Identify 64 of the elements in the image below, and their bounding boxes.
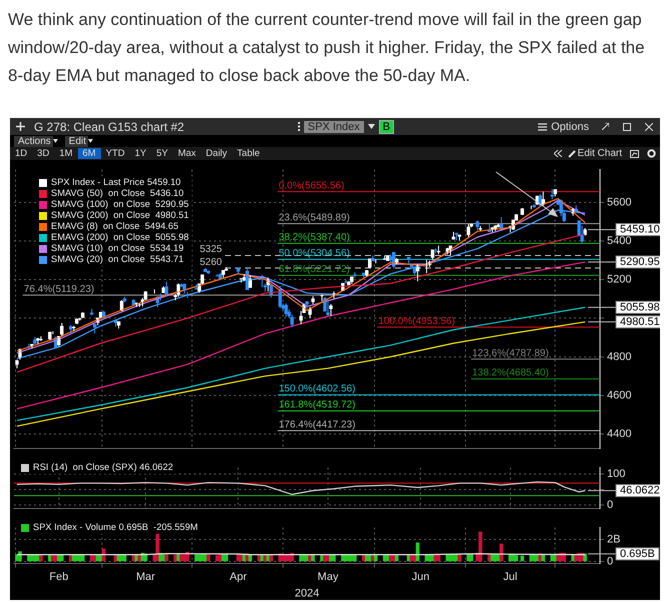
data-label: 5290.95 — [620, 256, 660, 268]
y-tick-label: 2B — [607, 534, 620, 546]
y-tick-label: 0 — [607, 499, 614, 512]
legend-label: SPX Index - Last Price 5459.10 — [50, 177, 182, 188]
ref-line-label: 76.4%(5119.23) — [24, 284, 94, 295]
y-tick-label: 5600 — [607, 196, 632, 208]
data-label: 46.0622 — [620, 484, 660, 497]
text: Edit — [64, 136, 88, 146]
text: G 278: Clean G153 chart #2 — [33, 120, 186, 134]
ref-line-label: 123.6%(4787.89) — [472, 348, 549, 359]
text: YTD — [104, 148, 126, 159]
ref-line-label: 100.0%(4953.56) — [378, 316, 456, 327]
data-label: 4980.51 — [620, 316, 660, 328]
legend-label: SMAVG (10) on Close 5534.19 — [50, 243, 185, 254]
annotation: -205.559M — [152, 522, 198, 533]
data-label: 0.695B — [620, 548, 655, 560]
text: SPX Index — [304, 120, 364, 132]
x-tick-label: Mar — [136, 571, 156, 584]
legend-label: EMAVG (8) on Close 5494.65 — [50, 221, 180, 232]
text: Table — [236, 148, 261, 159]
legend-label: SMAVG (20) on Close 5543.71 — [50, 254, 185, 265]
y-tick-label: 4800 — [607, 350, 632, 363]
legend-label: EMAVG (200) on Close 5055.98 — [50, 232, 189, 243]
ref-line-label: 23.6%(5489.89) — [278, 212, 350, 224]
ref-line-label: 5325 — [200, 244, 222, 256]
x-tick-label: Jul — [503, 571, 518, 584]
ref-line-label: 5260 — [200, 256, 222, 268]
x-tick-label: May — [318, 571, 339, 584]
y-tick-label: 0 — [607, 555, 614, 568]
text: Edit Chart — [578, 148, 623, 159]
legend-label: SMAVG (200) on Close 4980.51 — [50, 210, 189, 221]
text: 1M — [58, 148, 74, 159]
text: Actions — [14, 136, 53, 146]
x-tick-label: Apr — [230, 571, 248, 584]
text: 5Y — [155, 148, 169, 159]
text: 1D — [14, 148, 28, 159]
text: Max — [176, 148, 197, 159]
ref-line-label: 0.0%(5655.56) — [278, 180, 344, 192]
text: Daily — [204, 148, 228, 159]
ref-line-label: 38.2%(5387.40) — [278, 232, 350, 244]
y-tick-label: 100 — [607, 468, 626, 480]
ref-line-label: 176.4%(4417.23) — [278, 419, 356, 430]
text: 1Y — [134, 148, 148, 159]
text: We think any continuation of the current counter-trend move will fail in the green gap window/20-day area, without a catalyst to push it higher. Friday, the SPX failed at the 8-day EMA but managed to close back above the 50-day MA. — [8, 9, 646, 87]
x-axis-title: 2024 — [294, 587, 320, 600]
legend-label: RSI (14) on Close (SPX) 46.0622 — [21, 462, 174, 473]
ref-line-label: 138.2%(4685.40) — [472, 368, 549, 379]
y-tick-label: 5200 — [607, 274, 632, 286]
legend-label: SPX Index - Volume 0.695B — [33, 522, 148, 532]
text: 6M — [78, 148, 101, 159]
ref-line-label: 150.0%(4602.56) — [278, 384, 356, 395]
text: B — [378, 120, 394, 134]
legend-label: SMAVG (50) on Close 5436.10 — [50, 188, 185, 199]
text: Options — [551, 120, 590, 132]
ref-line-label: 161.8%(4519.72) — [278, 400, 356, 411]
text: 5459.10 — [620, 224, 660, 236]
x-tick-label: Jun — [412, 571, 430, 584]
legend-label: SMAVG (100) on Close 5290.95 — [50, 199, 189, 210]
y-tick-label: 5400 — [607, 235, 632, 248]
y-tick-label: 4400 — [607, 428, 632, 440]
data-label: 5055.98 — [620, 301, 660, 314]
y-tick-label: 4600 — [607, 389, 632, 402]
text: 3D — [36, 148, 50, 159]
x-tick-label: Feb — [49, 571, 68, 584]
